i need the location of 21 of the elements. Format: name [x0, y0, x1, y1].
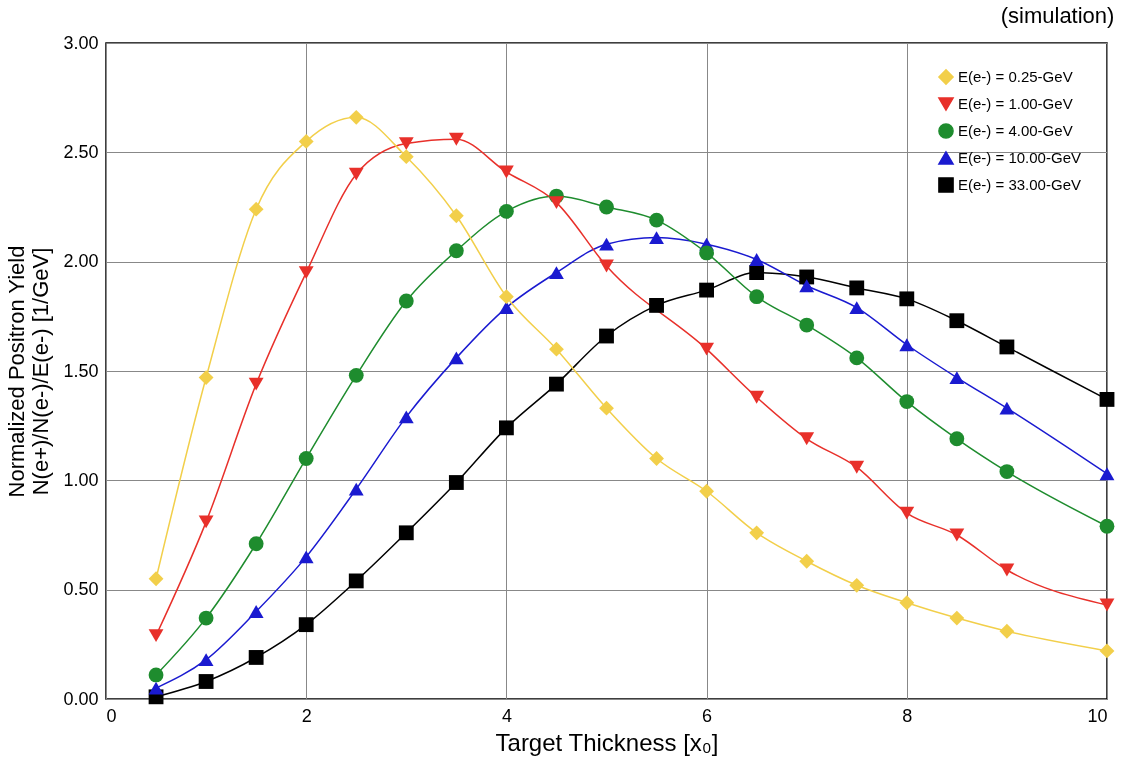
y-axis-title: Normalized Positron Yield N(e+)/N(e-)/E(e-) [1/GeV] [4, 245, 54, 498]
legend-label: E(e-) = 4.00-GeV [958, 122, 1073, 139]
y-tick-label: 1.50 [63, 360, 99, 381]
y-tick-label: 1.00 [63, 469, 99, 490]
legend-label: E(e-) = 0.25-GeV [958, 68, 1073, 85]
y-tick-label: 0.00 [63, 688, 99, 709]
x-tick-label: 10 [1087, 705, 1108, 726]
x-axis-title: Target Thickness [x₀] [495, 728, 719, 756]
legend-label: E(e-) = 1.00-GeV [958, 95, 1073, 112]
y-tick-label: 2.50 [63, 141, 99, 162]
x-tick-label: 2 [301, 705, 312, 726]
legend-label: E(e-) = 10.00-GeV [958, 149, 1081, 166]
x-tick-label: 8 [902, 705, 913, 726]
x-tick-label: 4 [501, 705, 512, 726]
x-tick-label: 0 [106, 705, 117, 726]
y-tick-label: 0.50 [63, 579, 99, 600]
y-tick-label: 2.00 [63, 251, 99, 272]
chart-title: (simulation) [1000, 3, 1115, 28]
y-tick-label: 3.00 [63, 32, 99, 53]
x-tick-label: 6 [702, 705, 713, 726]
legend-label: E(e-) = 33.00-GeV [958, 176, 1081, 193]
